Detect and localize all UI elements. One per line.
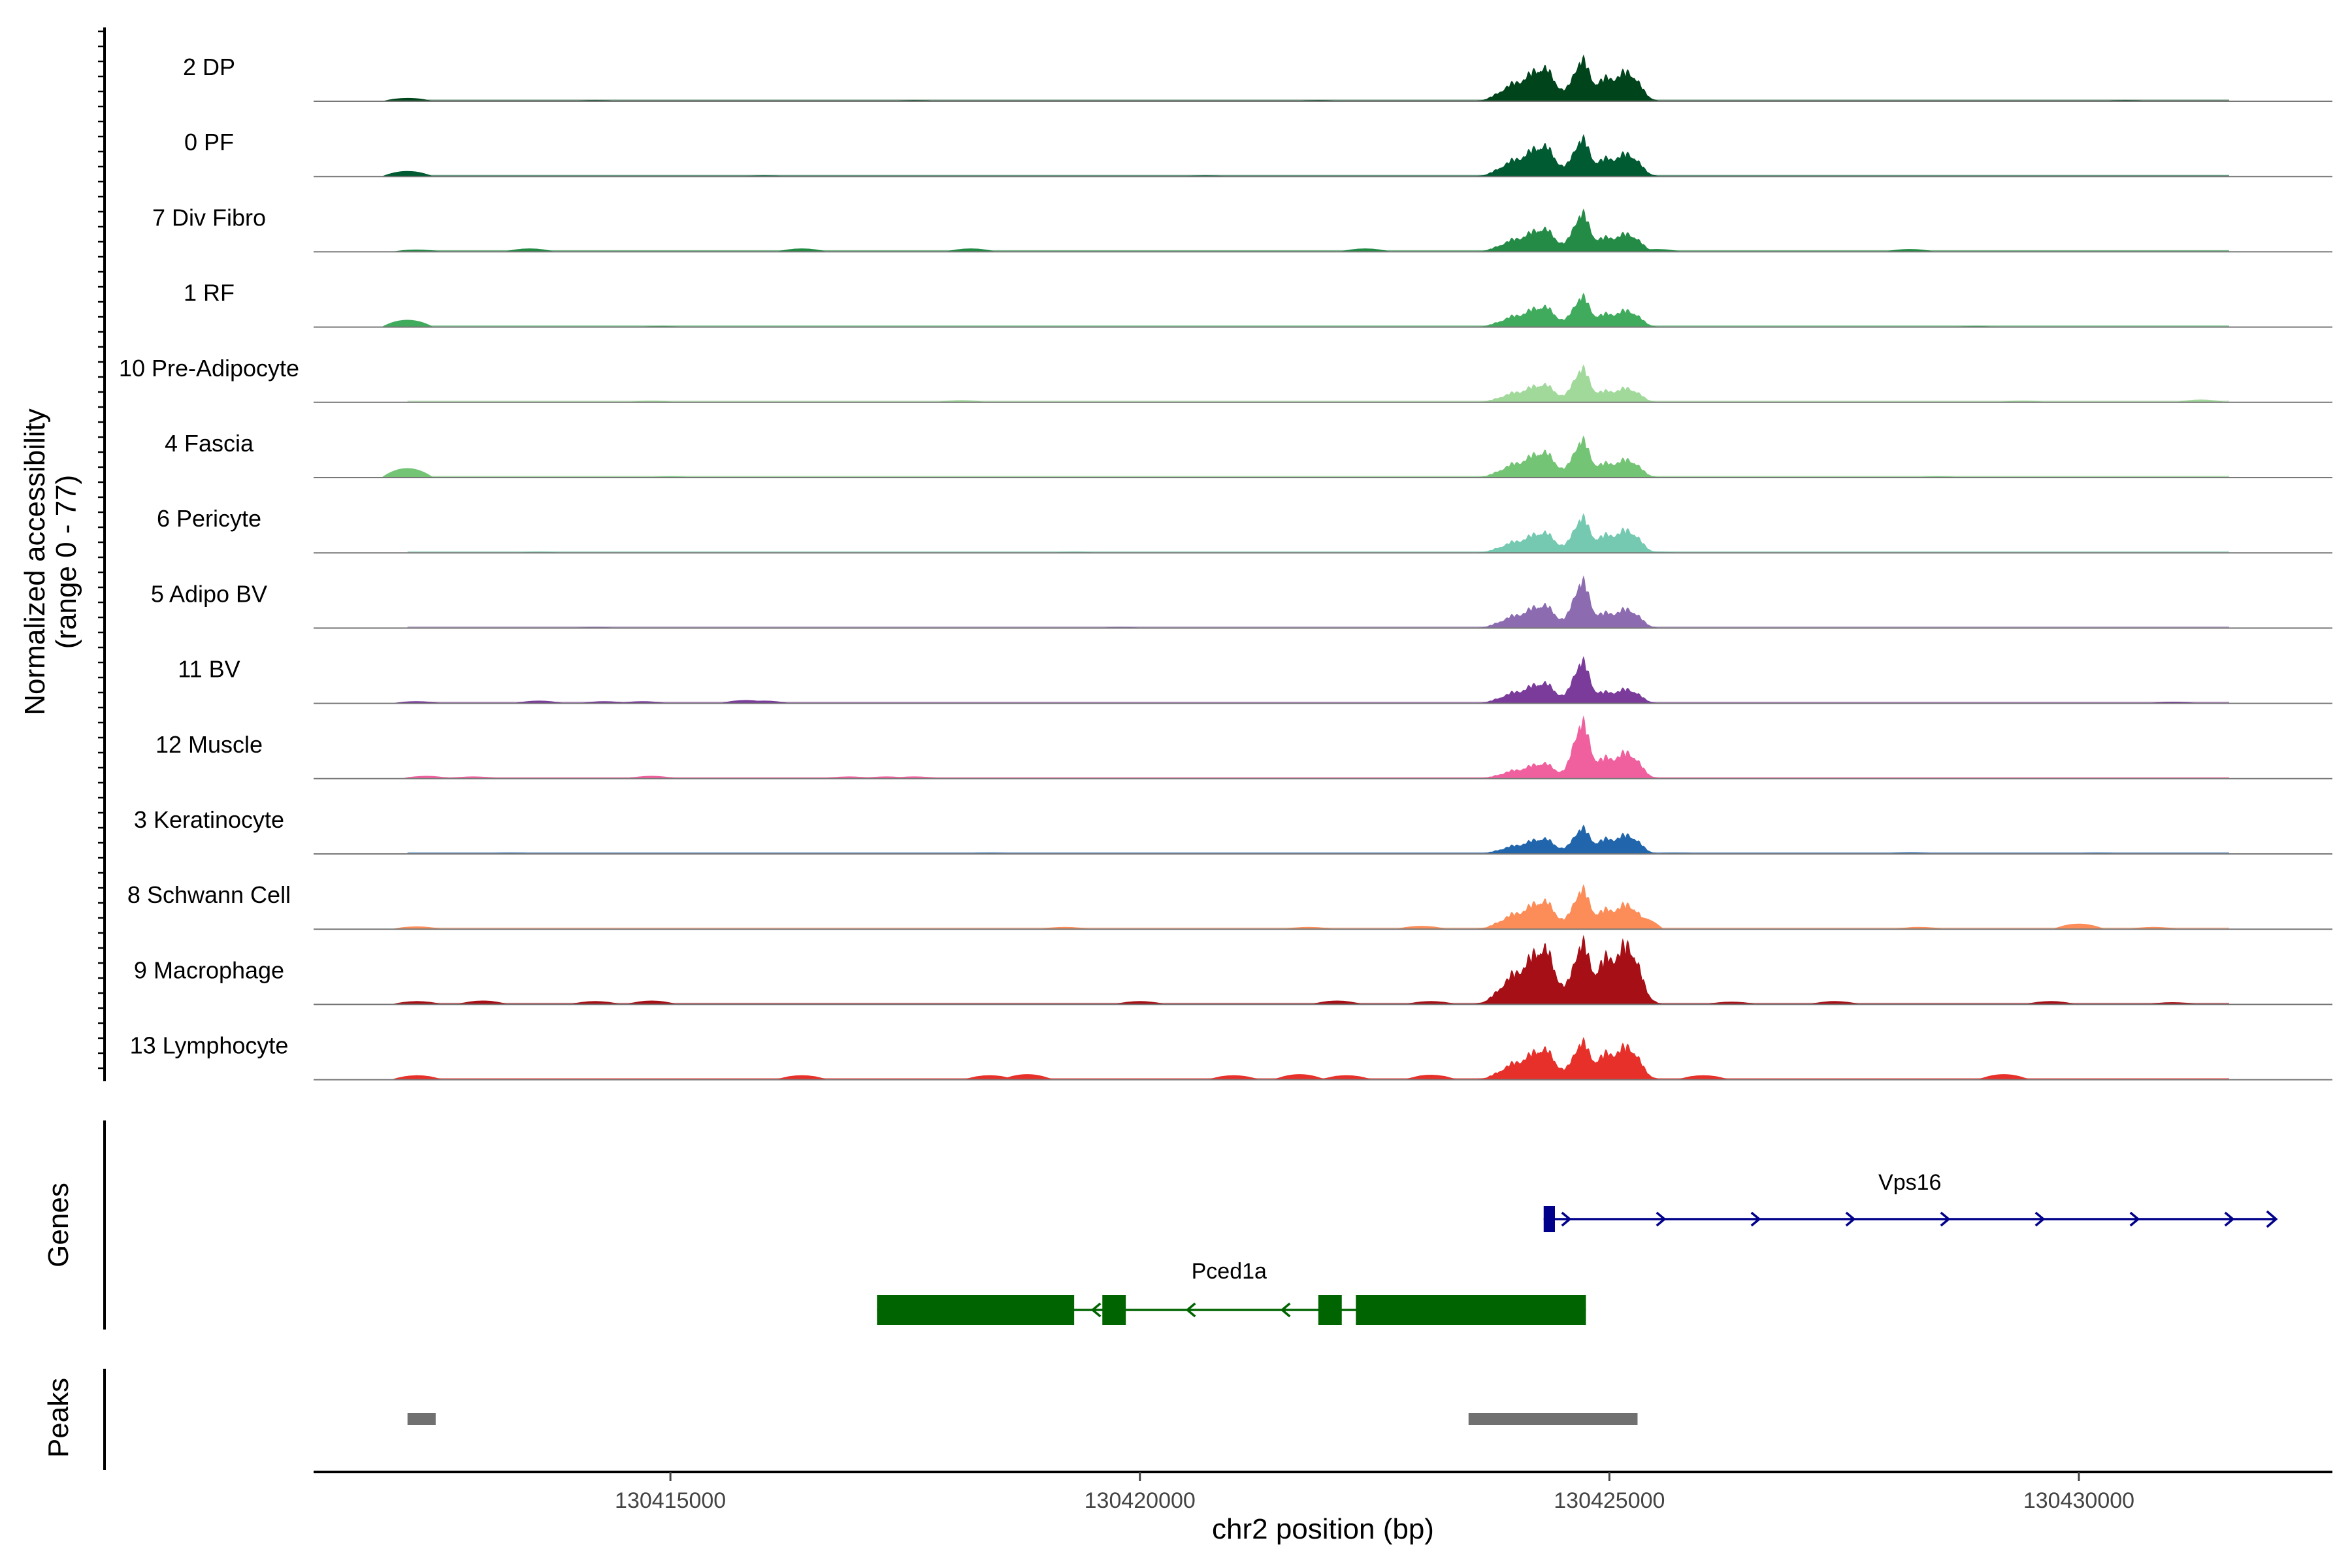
strand-arrow [1561,1211,1572,1227]
track-label: 11 BV [178,656,240,683]
coverage-blip [381,468,434,478]
strand-arrow [2224,1211,2235,1227]
strand-arrow [1090,1302,1102,1318]
coverage-peak [1445,54,1675,101]
gene-exon [1102,1295,1126,1325]
track-8-schwann-cell: 8 Schwann Cell [127,881,2332,930]
coverage-peak [1445,825,1675,854]
track-7-div-fibro: 7 Div Fibro [152,204,2332,253]
coverage-blip [381,319,434,327]
gene-exon [1543,1206,1555,1232]
peaks-track [103,1369,1638,1470]
coverage-peak [1445,575,1675,629]
coverage-peak [1445,656,1675,704]
coverage-peak [1445,364,1675,402]
track-10-pre-adipocyte: 10 Pre-Adipocyte [119,355,2332,403]
x-tick-label: 130415000 [615,1488,726,1513]
track-label: 7 Div Fibro [152,204,266,231]
coverage-peak [1445,293,1675,327]
gene-exon [877,1295,1075,1325]
gene-exon [1318,1295,1342,1325]
strand-arrow [1185,1302,1196,1318]
strand-arrow [1280,1302,1291,1318]
coverage-peak [1445,134,1675,177]
strand-arrow [1940,1211,1951,1227]
track-label: 5 Adipo BV [151,580,267,607]
peak-region [1468,1413,1638,1425]
track-label: 6 Pericyte [157,505,261,532]
peaks-track-label: Peaks [42,1378,74,1458]
coverage-peak [1445,934,1675,1005]
coverage-peak [1445,435,1675,478]
coverage-peak [1445,884,1675,930]
track-label: 8 Schwann Cell [127,881,291,908]
genes-track-label: Genes [42,1183,74,1267]
strand-arrow [1845,1211,1856,1227]
track-label: 9 Macrophage [134,956,284,983]
track-3-keratinocyte: 3 Keratinocyte [134,806,2332,855]
track-label: 10 Pre-Adipocyte [119,355,299,382]
strand-arrow [1656,1211,1667,1227]
x-tick-label: 130430000 [2023,1488,2134,1513]
track-5-adipo-bv: 5 Adipo BV [151,575,2332,629]
track-6-pericyte: 6 Pericyte [157,505,2332,554]
x-axis-title: chr2 position (bp) [1212,1513,1434,1545]
genes-track: Vps16 Pced1a [103,1120,2278,1330]
track-0-pf: 0 PF [184,129,2332,178]
track-1-rf: 1 RF [184,280,2332,328]
track-label: 13 Lymphocyte [130,1032,289,1059]
coverage-peak [1445,715,1675,779]
y-axis-range: (range 0 - 77) [50,475,82,649]
track-2-dp: 2 DP [183,54,2332,102]
track-13-lymphocyte: 13 Lymphocyte [130,1032,2332,1081]
track-4-fascia: 4 Fascia [165,430,2332,478]
track-label: 0 PF [184,129,234,155]
coverage-peak [1445,208,1675,252]
coverage-tracks: 2 DP 0 PF 7 Div Fibro 1 RF 10 Pre-Adipocyte 4… [98,27,2332,1081]
peak-region [407,1413,436,1425]
gene-vps16: Vps16 [1543,1170,2278,1232]
strand-arrow [2129,1211,2140,1227]
track-label: 12 Muscle [155,731,263,758]
track-11-bv: 11 BV [178,656,2332,704]
x-tick-label: 130420000 [1085,1488,1196,1513]
track-12-muscle: 12 Muscle [155,715,2332,779]
coverage-blip [1611,917,1664,930]
track-label: 2 DP [183,54,235,80]
x-tick-label: 130425000 [1554,1488,1665,1513]
gene-pced1a: Pced1a [877,1259,1586,1325]
track-9-macrophage: 9 Macrophage [134,934,2332,1005]
gene-label: Pced1a [1192,1259,1267,1284]
coverage-peak [1445,1037,1675,1080]
track-label: 1 RF [184,280,235,306]
gene-label: Vps16 [1878,1170,1941,1195]
strand-arrow [2266,1210,2278,1228]
y-axis-title: Normalized accessibility [19,408,51,715]
gene-exon [1356,1295,1586,1325]
strand-arrow [1750,1211,1761,1227]
coverage-peak [1445,513,1675,553]
track-label: 4 Fascia [165,430,254,457]
track-label: 3 Keratinocyte [134,806,284,833]
x-axis: 130415000 130420000 130425000 130430000 [314,1471,2332,1513]
strand-arrow [2034,1211,2046,1227]
